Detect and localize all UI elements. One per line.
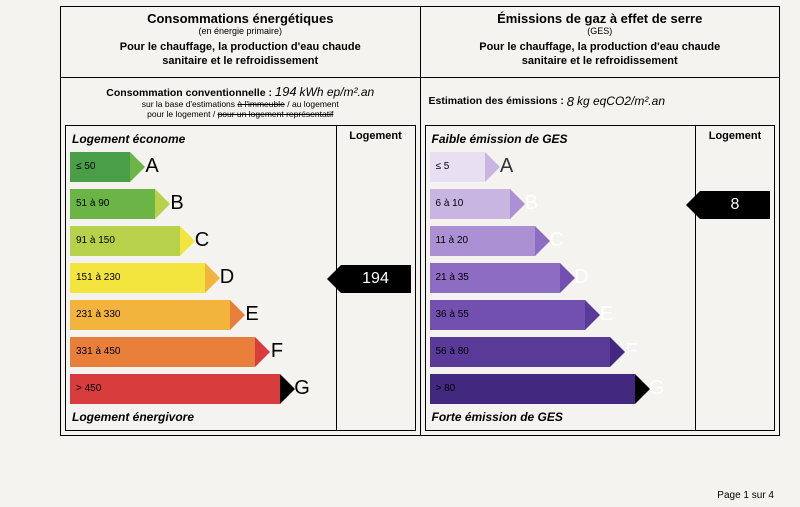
- band-F: 331 à 450 F: [70, 335, 332, 369]
- ges-desc2: sanitaire et le refroidissement: [427, 54, 774, 68]
- scale-bottom: Forte émission de GES: [432, 410, 692, 424]
- energy-estimation: Consommation conventionnelle : 194 kWh e…: [61, 78, 421, 125]
- band-letter: A: [493, 150, 521, 184]
- header-row: Consommations énergétiques (en énergie p…: [61, 7, 779, 78]
- band-bar: ≤ 5: [430, 152, 485, 182]
- ges-subtitle: (GES): [427, 26, 774, 36]
- ges-bars: Faible émission de GES ≤ 5A6 à 10B11 à 2…: [426, 126, 697, 430]
- charts-row: Logement économe ≤ 50A51 à 90B91 à 150C1…: [61, 125, 779, 435]
- ges-desc1: Pour le chauffage, la production d'eau c…: [427, 40, 774, 54]
- ges-scale-top: Faible émission de GES: [432, 132, 692, 146]
- energy-chart-cell: Logement économe ≤ 50A51 à 90B91 à 150C1…: [61, 125, 421, 435]
- band-letter: E: [238, 298, 266, 332]
- energy-est-note1: sur la base d'estimations à l'immeuble /…: [69, 99, 412, 109]
- band-G: > 450 G: [70, 372, 332, 406]
- band-bar: 56 à 80: [430, 337, 610, 367]
- energy-desc2: sanitaire et le refroidissement: [67, 54, 414, 68]
- ges-est-label: Estimation des émissions :: [429, 95, 564, 107]
- band-bar: 151 à 230: [70, 263, 205, 293]
- marker-value: 8: [700, 191, 770, 219]
- band-bar: > 450: [70, 374, 280, 404]
- ges-est-unit: kg eqCO2/m².an: [577, 94, 665, 108]
- band-letter: F: [618, 335, 646, 369]
- band-C: 11 à 20 C: [430, 224, 692, 258]
- ges-chart-cell: Faible émission de GES ≤ 5A6 à 10B11 à 2…: [421, 125, 780, 435]
- energy-col-head: Logement: [337, 130, 415, 142]
- band-bar: 51 à 90: [70, 189, 155, 219]
- band-letter: G: [643, 372, 671, 406]
- energy-est-label: Consommation conventionnelle :: [106, 87, 272, 99]
- ges-value-column: Logement 8kg eqCO2/m².an: [696, 126, 774, 430]
- band-E: 231 à 330 E: [70, 298, 332, 332]
- band-bar: 21 à 35: [430, 263, 560, 293]
- band-D: 21 à 35 D: [430, 261, 692, 295]
- scale-bottom: Logement énergivore: [72, 410, 332, 424]
- band-letter: A: [138, 150, 166, 184]
- energy-est-unit: kWh ep/m².an: [300, 85, 375, 99]
- band-G: > 80 G: [430, 372, 692, 406]
- band-E: 36 à 55 E: [430, 298, 692, 332]
- ges-col-head: Logement: [696, 130, 774, 142]
- band-C: 91 à 150 C: [70, 224, 332, 258]
- band-letter: B: [163, 187, 191, 221]
- energy-chart: Logement économe ≤ 50A51 à 90B91 à 150C1…: [65, 125, 416, 431]
- ges-est-value: 8: [567, 94, 574, 109]
- band-bar: > 80: [430, 374, 635, 404]
- band-letter: C: [543, 224, 571, 258]
- energy-desc1: Pour le chauffage, la production d'eau c…: [67, 40, 414, 54]
- band-bar: 331 à 450: [70, 337, 255, 367]
- band-letter: C: [188, 224, 216, 258]
- energy-scale-top: Logement économe: [72, 132, 332, 146]
- energy-header: Consommations énergétiques (en énergie p…: [61, 7, 421, 77]
- ges-title: Émissions de gaz à effet de serre: [427, 11, 774, 26]
- band-bar: 91 à 150: [70, 226, 180, 256]
- band-bar: ≤ 50: [70, 152, 130, 182]
- band-D: 151 à 230 D: [70, 261, 332, 295]
- value-marker: 194kWh ep/m².an: [339, 265, 413, 276]
- band-bar: 11 à 20: [430, 226, 535, 256]
- band-F: 56 à 80 F: [430, 335, 692, 369]
- ges-header: Émissions de gaz à effet de serre (GES) …: [421, 7, 780, 77]
- band-letter: D: [568, 261, 596, 295]
- band-bar: 36 à 55: [430, 300, 585, 330]
- energy-est-value: 194: [275, 84, 297, 99]
- band-A: ≤ 5 A: [430, 150, 692, 184]
- ges-estimation: Estimation des émissions : 8 kg eqCO2/m²…: [421, 78, 780, 125]
- band-letter: G: [288, 372, 316, 406]
- energy-bars: Logement économe ≤ 50A51 à 90B91 à 150C1…: [66, 126, 337, 430]
- ges-chart: Faible émission de GES ≤ 5A6 à 10B11 à 2…: [425, 125, 776, 431]
- page-number: Page 1 sur 4: [717, 490, 774, 501]
- band-letter: F: [263, 335, 291, 369]
- energy-subtitle: (en énergie primaire): [67, 26, 414, 36]
- band-A: ≤ 50 A: [70, 150, 332, 184]
- energy-value-column: Logement 194kWh ep/m².an: [337, 126, 415, 430]
- energy-title: Consommations énergétiques: [67, 11, 414, 26]
- band-B: 51 à 90 B: [70, 187, 332, 221]
- band-letter: D: [213, 261, 241, 295]
- band-bar: 6 à 10: [430, 189, 510, 219]
- marker-value: 194: [341, 265, 411, 293]
- value-marker: 8kg eqCO2/m².an: [698, 191, 772, 202]
- band-letter: B: [518, 187, 546, 221]
- estimation-row: Consommation conventionnelle : 194 kWh e…: [61, 78, 779, 125]
- band-letter: E: [593, 298, 621, 332]
- band-B: 6 à 10 B: [430, 187, 692, 221]
- document-frame: Consommations énergétiques (en énergie p…: [60, 6, 780, 436]
- band-bar: 231 à 330: [70, 300, 230, 330]
- energy-est-note2: pour le logement / pour un logement repr…: [69, 109, 412, 119]
